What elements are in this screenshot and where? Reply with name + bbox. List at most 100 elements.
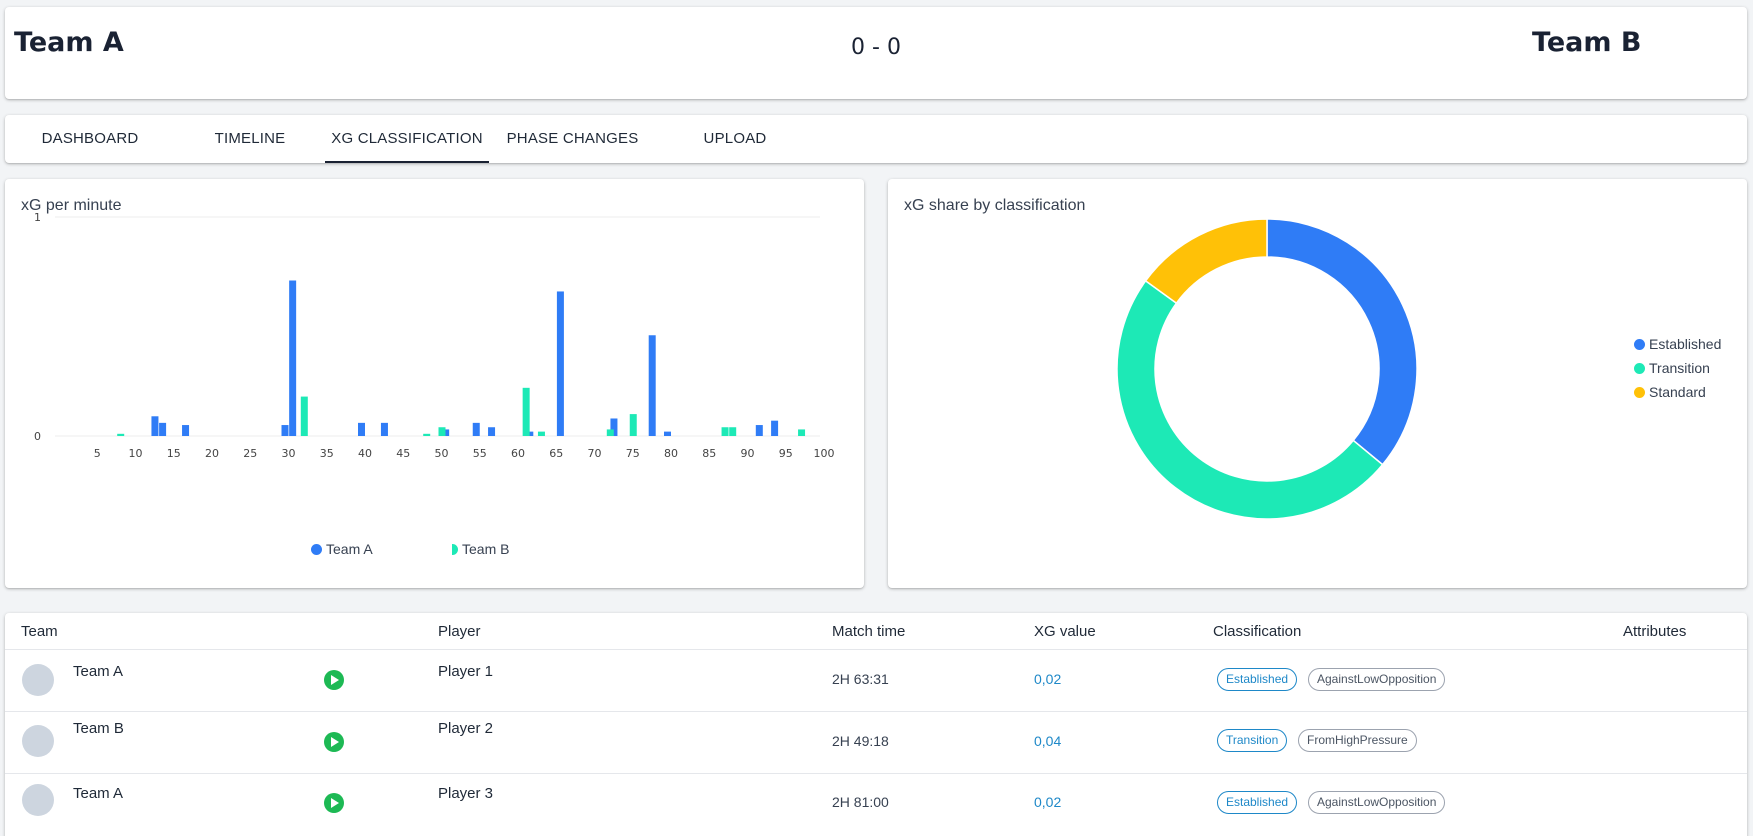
scoreboard: Team A 0 - 0 Team B (5, 7, 1747, 99)
row-team: Team A (73, 785, 124, 802)
row-player: Player 2 (438, 720, 494, 737)
team-a-bar[interactable] (664, 431, 671, 436)
team-a-bar[interactable] (648, 335, 656, 436)
header-xg-value[interactable]: XG value (1034, 623, 1096, 640)
legend-established[interactable]: Established (1634, 336, 1721, 352)
classification-chip: Established (1217, 791, 1298, 814)
team-b-bar[interactable] (438, 427, 446, 436)
team-avatar (22, 725, 54, 757)
header-classification[interactable]: Classification (1213, 623, 1302, 640)
header-attributes[interactable]: Attributes (1623, 623, 1687, 640)
row-player: Player 1 (438, 663, 494, 680)
x-tick-label: 95 (779, 447, 793, 460)
team-avatar (22, 664, 54, 696)
x-tick-label: 50 (435, 447, 449, 460)
tab-phase-changes[interactable]: PHASE CHANGES (506, 130, 639, 147)
team-a-bar[interactable] (182, 425, 190, 436)
team-b-bar[interactable] (606, 429, 614, 436)
team-b-bar[interactable] (300, 396, 308, 436)
table-row[interactable]: Team A Player 1 2H 63:31 0,02 Establishe… (5, 650, 1747, 711)
team-a-bar[interactable] (488, 427, 496, 436)
x-tick-label: 60 (511, 447, 525, 460)
classification-chip: Transition (1217, 729, 1288, 752)
x-tick-label: 5 (94, 447, 101, 460)
team-a-bar[interactable] (289, 280, 297, 436)
x-tick-label: 90 (741, 447, 755, 460)
row-xg-value: 0,02 (1034, 794, 1062, 810)
x-tick-label: 70 (588, 447, 602, 460)
team-b-bar[interactable] (798, 429, 806, 436)
team-b-bar[interactable] (729, 427, 737, 436)
donut-slice-transition[interactable] (1116, 279, 1384, 520)
tab-timeline[interactable]: TIMELINE (214, 130, 286, 147)
team-a-bar[interactable] (472, 422, 480, 436)
team-a-bar[interactable] (771, 420, 779, 436)
header-match-time[interactable]: Match time (832, 623, 906, 640)
team-a-bar[interactable] (380, 422, 388, 436)
play-video-icon[interactable] (324, 670, 344, 690)
legend-established-label: Established (1649, 336, 1722, 352)
xg-share-card: xG share by classification Established T… (888, 179, 1747, 588)
legend-team-b[interactable]: Team B (452, 541, 509, 557)
x-tick-label: 25 (243, 447, 257, 460)
donut-slice-established[interactable] (1266, 218, 1418, 466)
team-a-bar[interactable] (610, 418, 618, 436)
team-a-bar[interactable] (442, 429, 450, 436)
x-tick-label: 85 (702, 447, 716, 460)
attribute-chip: AgainstLowOpposition (1308, 791, 1446, 814)
team-a-bar[interactable] (556, 291, 564, 436)
legend-transition[interactable]: Transition (1634, 360, 1710, 376)
row-match-time: 2H 63:31 (832, 671, 889, 687)
row-divider (5, 773, 1747, 774)
header-divider (5, 649, 1747, 650)
team-b-bar[interactable] (423, 433, 431, 436)
team-b-bar[interactable] (629, 414, 637, 436)
home-team-name: Team A (14, 27, 124, 58)
team-a-bar[interactable] (358, 422, 365, 436)
team-b-bar[interactable] (117, 433, 125, 436)
legend-standard-swatch (1634, 386, 1645, 398)
team-a-bar[interactable] (281, 425, 289, 436)
donut-chart-title: xG share by classification (904, 197, 1086, 214)
donut-slice-standard[interactable] (1144, 218, 1268, 305)
legend-team-b-swatch (452, 543, 458, 555)
team-avatar (22, 784, 54, 816)
match-score: 0 - 0 (851, 35, 901, 60)
x-tick-label: 10 (129, 447, 143, 460)
team-a-bar[interactable] (159, 422, 167, 436)
team-a-bar[interactable] (151, 416, 159, 436)
legend-transition-swatch (1634, 362, 1645, 374)
tab-upload[interactable]: UPLOAD (703, 130, 767, 147)
legend-team-a-label: Team A (326, 541, 373, 557)
table-row[interactable]: Team A Player 3 2H 81:00 0,02 Establishe… (5, 774, 1747, 835)
y-tick-label: 1 (34, 211, 41, 224)
legend-team-a[interactable]: Team A (311, 541, 373, 557)
x-tick-label: 100 (814, 447, 835, 460)
row-team: Team A (73, 663, 124, 680)
team-b-bar[interactable] (522, 387, 530, 436)
xg-per-minute-chart: 015 10 15 20 25 30 35 40 45 50 55 60 65 70 75 80 85 90 95 1… (34, 211, 835, 460)
header-player[interactable]: Player (438, 623, 481, 640)
team-a-bar[interactable] (755, 425, 763, 436)
team-b-bar[interactable] (537, 431, 545, 436)
x-tick-label: 45 (396, 447, 410, 460)
tab-dashboard[interactable]: DASHBOARD (41, 130, 139, 147)
legend-transition-label: Transition (1649, 360, 1710, 376)
header-team[interactable]: Team (21, 623, 58, 640)
bar-chart-title: xG per minute (21, 197, 122, 214)
tab-xg-classification[interactable]: XG CLASSIFICATION (325, 115, 489, 163)
table-row[interactable]: Team B Player 2 2H 49:18 0,04 Transition… (5, 712, 1747, 773)
x-tick-label: 65 (549, 447, 563, 460)
x-tick-label: 75 (626, 447, 640, 460)
legend-established-swatch (1634, 338, 1645, 350)
legend-standard[interactable]: Standard (1634, 384, 1706, 400)
tab-bar: DASHBOARD TIMELINE XG CLASSIFICATION PHA… (5, 115, 1747, 163)
team-b-bar[interactable] (721, 427, 729, 436)
classification-chip: Established (1217, 668, 1298, 691)
row-xg-value: 0,04 (1034, 733, 1062, 749)
team-a-bar[interactable] (526, 431, 534, 436)
row-team: Team B (73, 720, 124, 737)
away-team-name: Team B (1532, 27, 1642, 58)
play-video-icon[interactable] (324, 793, 344, 813)
play-video-icon[interactable] (324, 732, 344, 752)
